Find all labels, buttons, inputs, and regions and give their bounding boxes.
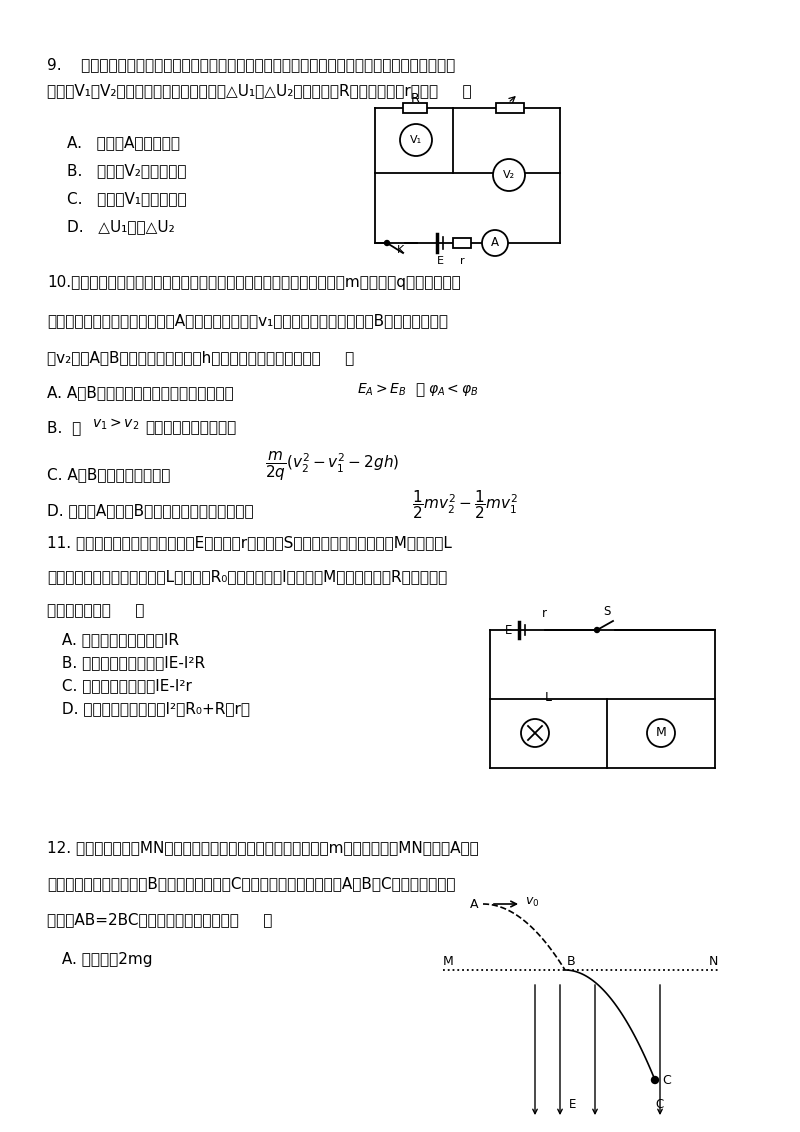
Text: r: r	[542, 607, 546, 620]
Text: B.  若: B. 若	[47, 420, 82, 435]
Text: 法中正确的是（     ）: 法中正确的是（ ）	[47, 603, 144, 618]
Circle shape	[493, 158, 525, 191]
Text: $E_A>E_B$: $E_A>E_B$	[357, 381, 406, 398]
Text: V₂: V₂	[503, 170, 515, 180]
Text: $v_0$: $v_0$	[525, 895, 539, 909]
Text: C. A、B两点间的电势差为: C. A、B两点间的电势差为	[47, 468, 170, 482]
Text: 上，且AB=2BC，如图所示。由此可见（     ）: 上，且AB=2BC，如图所示。由此可见（ ）	[47, 912, 272, 927]
Text: E: E	[437, 256, 443, 266]
Text: C: C	[662, 1073, 670, 1087]
Text: R: R	[410, 92, 419, 105]
Text: E: E	[570, 1098, 577, 1112]
Bar	[496, 103, 524, 113]
Text: 电压表V₁、V₂示数变化量的绝对值分别为△U₁、△U₂，已知电阻R大于电源内阻r，则（     ）: 电压表V₁、V₂示数变化量的绝对值分别为△U₁、△U₂，已知电阻R大于电源内阻r…	[47, 83, 472, 98]
Text: V₁: V₁	[410, 135, 422, 145]
Text: 12. 在空间中水平面MN的下方存在竖直向下的匀强电场，质量为m的带电小球由MN上方的A点以: 12. 在空间中水平面MN的下方存在竖直向下的匀强电场，质量为m的带电小球由MN…	[47, 840, 478, 855]
Text: 、: 、	[415, 381, 424, 397]
Text: A: A	[491, 237, 499, 249]
Text: $\dfrac{1}{2}mv_2^2-\dfrac{1}{2}mv_1^2$: $\dfrac{1}{2}mv_2^2-\dfrac{1}{2}mv_1^2$	[412, 488, 518, 521]
Text: N: N	[709, 955, 718, 968]
Circle shape	[400, 125, 432, 156]
Text: C.   电压表V₁的示数增大: C. 电压表V₁的示数增大	[67, 191, 186, 206]
Circle shape	[647, 719, 675, 747]
Text: A. 电动机的额定电压为IR: A. 电动机的额定电压为IR	[57, 632, 179, 648]
Circle shape	[651, 1077, 658, 1083]
Text: E: E	[505, 624, 512, 636]
Text: ，则电场力一定做负功: ，则电场力一定做负功	[145, 420, 236, 435]
Text: 小球在该电场中运动，小球经过A点时的速度大小为v₁，方向水平向右，运动至B点时的速度大小: 小球在该电场中运动，小球经过A点时的速度大小为v₁，方向水平向右，运动至B点时的…	[47, 314, 448, 328]
Circle shape	[482, 230, 508, 256]
Text: 都恰能正常工作。已知指示灯L的电阻为R₀，额定电流为I，电动机M的线圈电阻为R，则下列说: 都恰能正常工作。已知指示灯L的电阻为R₀，额定电流为I，电动机M的线圈电阻为R，…	[47, 569, 447, 584]
Text: 10.空间某区域竖直平面内存在电场，电场线分布如图所示。一个质量为m、电量为q，电性未知的: 10.空间某区域竖直平面内存在电场，电场线分布如图所示。一个质量为m、电量为q，…	[47, 275, 461, 290]
Circle shape	[594, 627, 599, 633]
Text: C: C	[656, 1098, 664, 1112]
Text: M: M	[443, 955, 454, 968]
Text: K: K	[398, 245, 405, 255]
Text: A. A、B两点的电场强度和电势大小关系为: A. A、B两点的电场强度和电势大小关系为	[47, 385, 234, 400]
Text: B.   电压表V₂的示数增大: B. 电压表V₂的示数增大	[67, 163, 186, 178]
Text: 9.    如图所示，在滑动变阻器的滑片向左滑动的过程中，理想电压表、电流表的示数将发生变化，: 9. 如图所示，在滑动变阻器的滑片向左滑动的过程中，理想电压表、电流表的示数将发…	[47, 57, 455, 72]
Text: $v_1>v_2$: $v_1>v_2$	[92, 417, 139, 432]
Text: 为v₂。若A、B两点之间的高度差为h，则以下判断中正确的是（     ）: 为v₂。若A、B两点之间的高度差为h，则以下判断中正确的是（ ）	[47, 350, 354, 365]
Bar	[403, 103, 427, 113]
Text: A. 电场力为2mg: A. 电场力为2mg	[57, 952, 153, 967]
Bar	[453, 238, 471, 248]
Text: B. 电动机的输出功率为IE-I²R: B. 电动机的输出功率为IE-I²R	[57, 655, 205, 670]
Text: D. 小球从A运动到B点的过程中电场力做的功为: D. 小球从A运动到B点的过程中电场力做的功为	[47, 503, 254, 518]
Circle shape	[385, 240, 390, 246]
Text: 一定初速度水平抛出，从B点进入电场，到达C点时速度方向恰好水平，A、B、C三点在同一直线: 一定初速度水平抛出，从B点进入电场，到达C点时速度方向恰好水平，A、B、C三点在…	[47, 876, 455, 891]
Text: 11. 如图所示电路，电源电动势为E，内阻为r。当开关S闭合后，小型直流电动机M和指示灯L: 11. 如图所示电路，电源电动势为E，内阻为r。当开关S闭合后，小型直流电动机M…	[47, 535, 452, 550]
Text: L: L	[545, 691, 551, 704]
Text: S: S	[603, 604, 610, 618]
Text: r: r	[460, 256, 464, 266]
Text: M: M	[656, 727, 666, 739]
Text: C. 电源的输出功率为IE-I²r: C. 电源的输出功率为IE-I²r	[57, 678, 192, 693]
Text: A.   电流表A的示数增大: A. 电流表A的示数增大	[67, 135, 180, 151]
Text: D.   △U₁大于△U₂: D. △U₁大于△U₂	[67, 218, 174, 234]
Text: $\dfrac{m}{2q}(v_2^2-v_1^2-2gh)$: $\dfrac{m}{2q}(v_2^2-v_1^2-2gh)$	[265, 451, 399, 482]
Text: D. 整个电路的热功率为I²（R₀+R＋r）: D. 整个电路的热功率为I²（R₀+R＋r）	[57, 701, 250, 717]
Text: $\varphi_A<\varphi_B$: $\varphi_A<\varphi_B$	[428, 381, 478, 398]
Text: B: B	[567, 955, 576, 968]
Text: A: A	[470, 898, 478, 910]
Circle shape	[521, 719, 549, 747]
